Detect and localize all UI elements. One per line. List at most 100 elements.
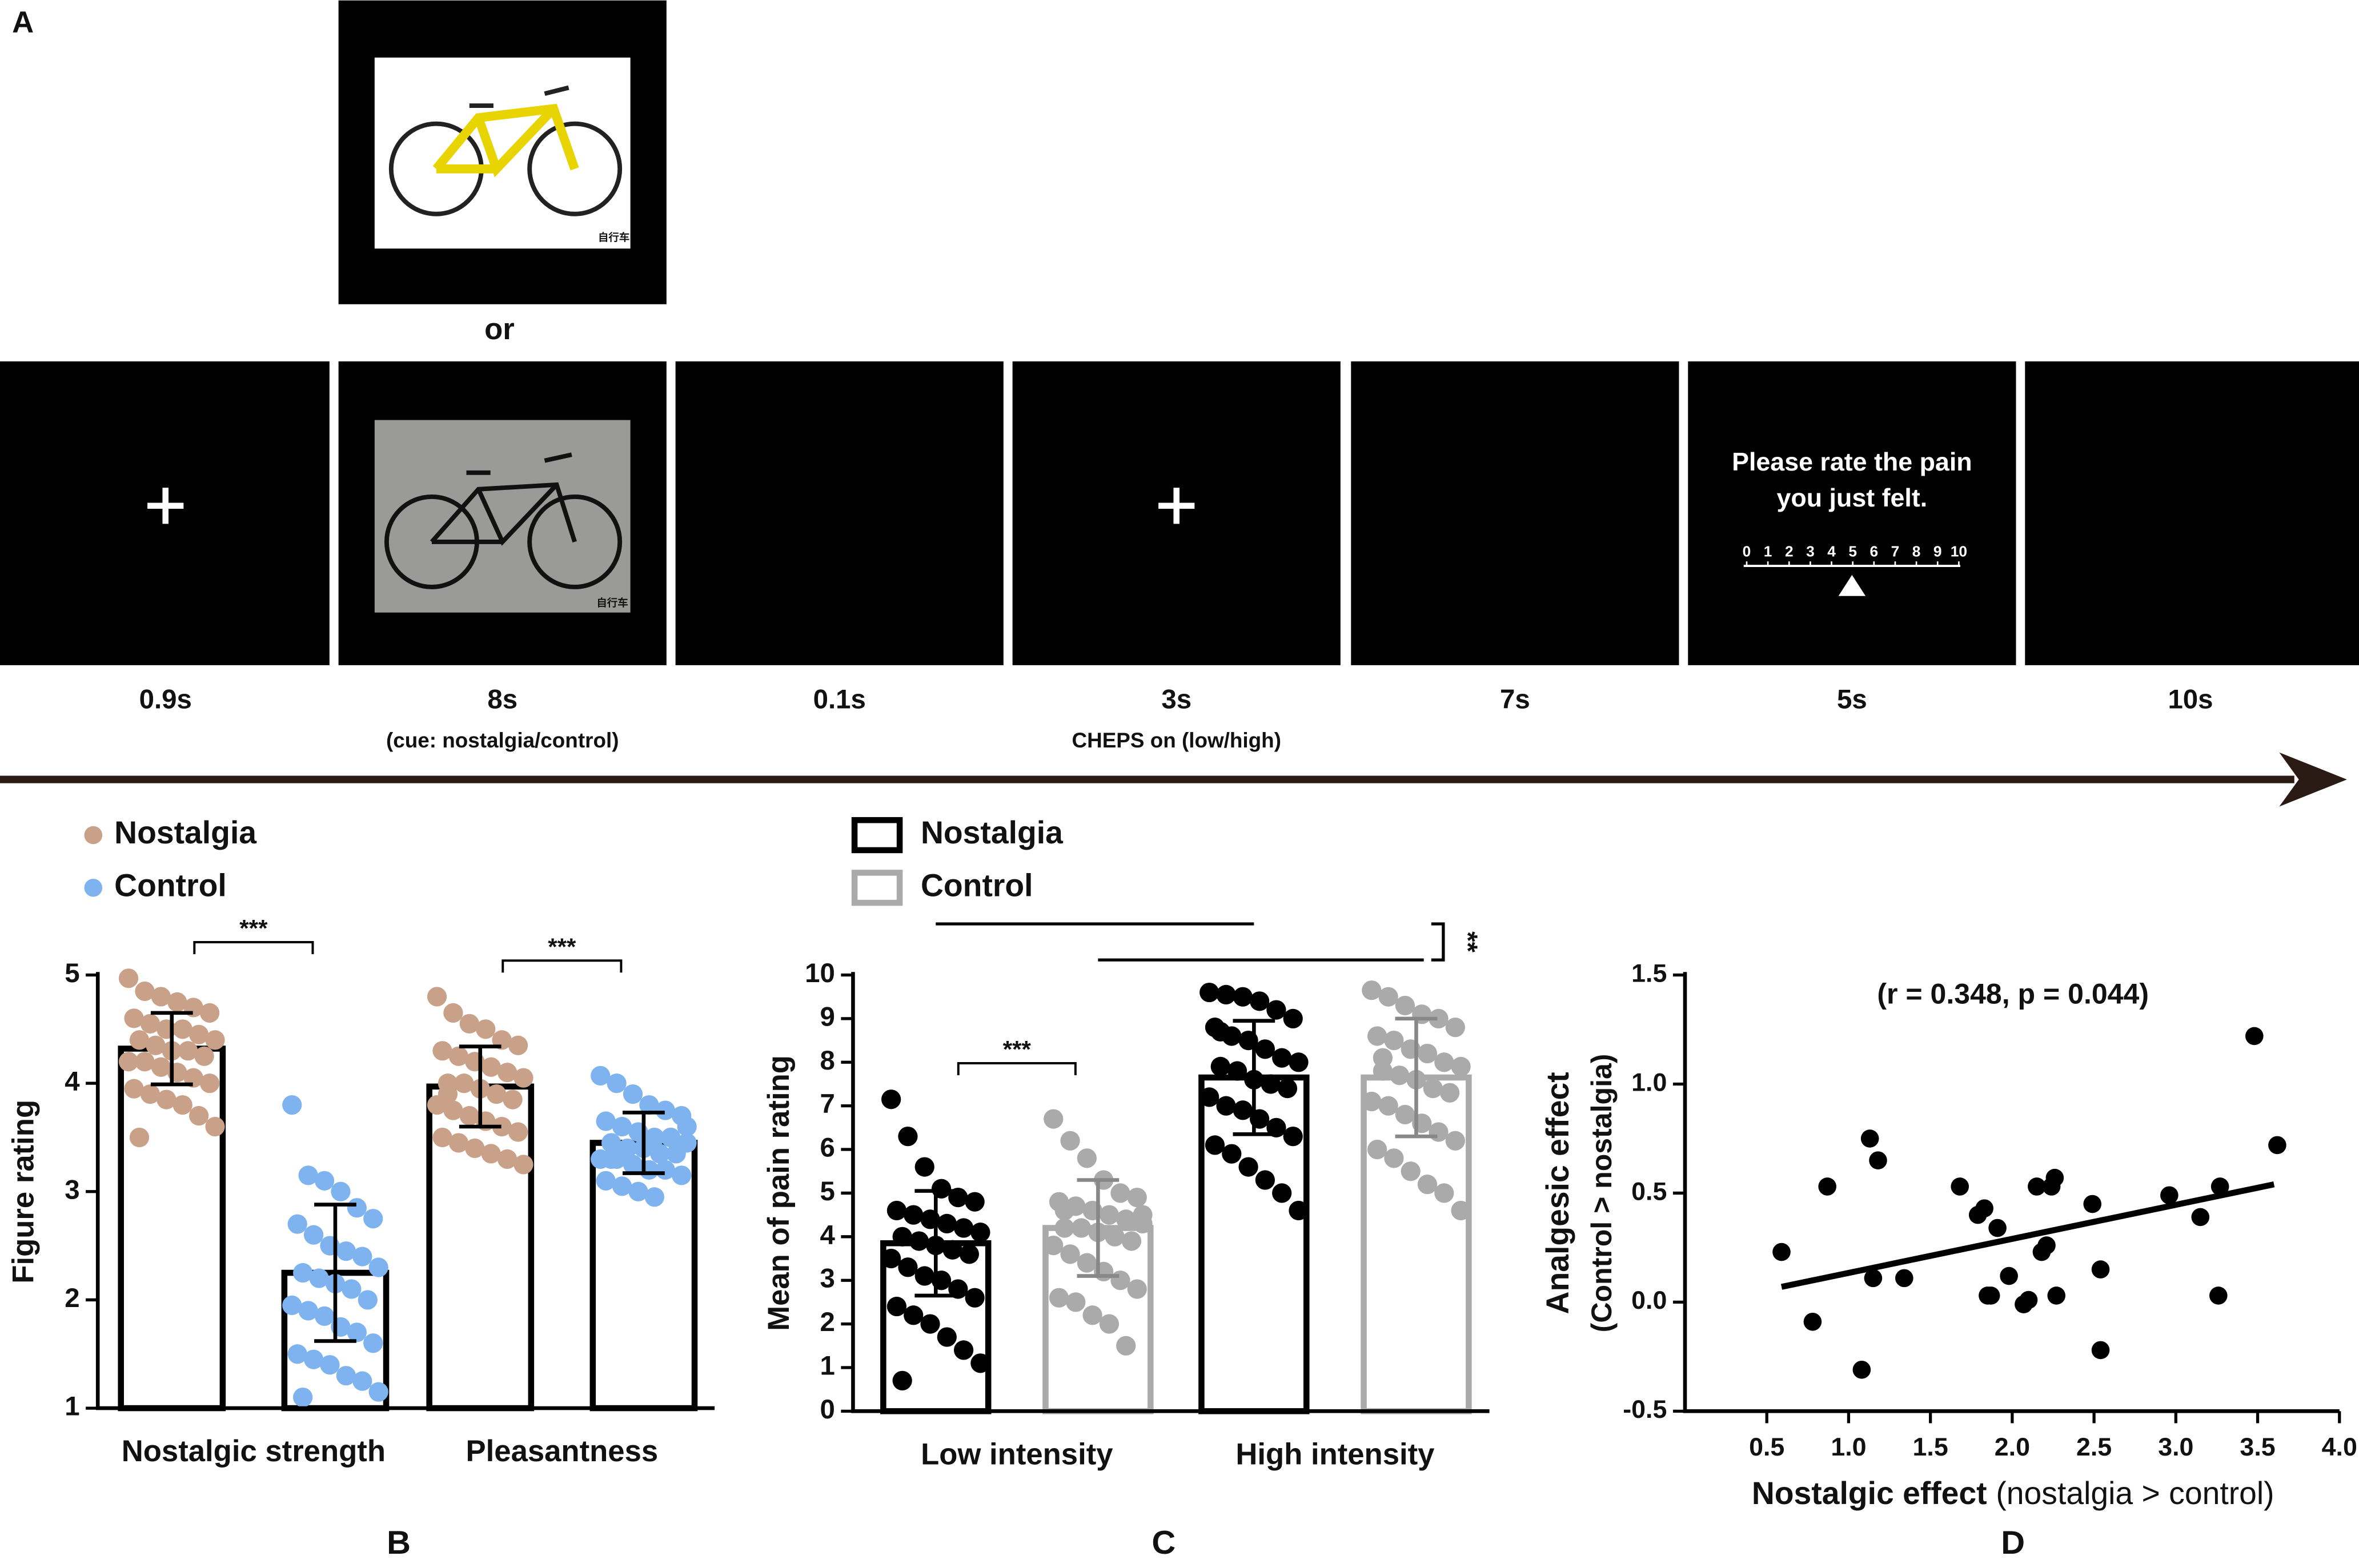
data-point [151, 987, 171, 1007]
data-point [2047, 1286, 2066, 1305]
data-point [1222, 1144, 1242, 1164]
data-point [886, 1296, 907, 1317]
data-point [1116, 1209, 1136, 1229]
data-point [336, 1241, 356, 1261]
y-tick-label: -0.5 [1623, 1395, 1667, 1424]
data-point [1395, 995, 1415, 1016]
bike-photo [374, 420, 631, 613]
significance-bracket [957, 1062, 1077, 1076]
data-point [1110, 1183, 1130, 1203]
data-point [892, 1227, 912, 1247]
data-point [1054, 1218, 1074, 1238]
scale-number: 10 [1951, 542, 1967, 560]
duration: 8s [487, 685, 517, 715]
data-point [443, 1003, 463, 1023]
data-point [677, 1116, 697, 1137]
data-point [1417, 1043, 1438, 1064]
data-point [1127, 1279, 1147, 1299]
error-bar [1077, 1178, 1120, 1278]
data-point [1210, 1056, 1230, 1077]
data-point [2019, 1290, 2038, 1309]
data-point [644, 1187, 664, 1207]
scale-pointer [1838, 574, 1866, 596]
x-axis-note: (nostalgia > control) [1996, 1475, 2274, 1510]
data-point [459, 1014, 479, 1034]
data-point [118, 1052, 139, 1072]
data-point [596, 1111, 616, 1131]
legend-label: Nostalgia [114, 815, 257, 850]
y-tick-label: 1.5 [1631, 959, 1667, 987]
error-bar [1395, 1016, 1438, 1139]
data-point [508, 1035, 528, 1055]
data-point [2245, 1027, 2264, 1046]
data-point [1066, 1292, 1086, 1312]
prompt: you just felt. [1777, 484, 1928, 512]
data-point [2037, 1236, 2056, 1255]
data-point [129, 1030, 150, 1050]
scale-number: 0 [1743, 542, 1751, 560]
arrow-head [2279, 752, 2347, 807]
data-point [432, 1041, 452, 1061]
data-point [2268, 1136, 2286, 1155]
data-point [1044, 1235, 1064, 1256]
data-point [503, 1089, 523, 1109]
y-axis-label: Mean of pain rating [762, 1055, 796, 1331]
data-point [1266, 1000, 1286, 1020]
data-point [1445, 1131, 1465, 1151]
data-point [672, 1165, 692, 1185]
data-point [347, 1322, 367, 1342]
data-point [368, 1257, 388, 1277]
error-bar [1233, 1019, 1275, 1136]
data-point [465, 1138, 485, 1159]
data-point [151, 1057, 171, 1077]
legend-marker [84, 826, 103, 845]
x-tick-label: Nostalgic strength [122, 1434, 386, 1468]
data-point [1860, 1129, 1879, 1148]
y-tick-label: 0.5 [1631, 1177, 1667, 1205]
data-point [1373, 1048, 1393, 1068]
data-point [886, 1200, 907, 1221]
data-point [1803, 1312, 1822, 1331]
data-point [1434, 1052, 1454, 1072]
data-point [965, 1192, 985, 1212]
significance-bracket [193, 941, 314, 955]
data-point [1133, 1205, 1153, 1225]
y-tick-label: 5 [820, 1176, 835, 1207]
scale-number: 5 [1848, 542, 1857, 560]
data-point [661, 1127, 681, 1148]
data-point [1127, 1187, 1147, 1208]
duration: 7s [1500, 685, 1530, 715]
y-tick-label: 3 [820, 1264, 835, 1294]
data-point [1451, 1200, 1471, 1221]
data-point [303, 1349, 324, 1369]
data-point [639, 1095, 659, 1115]
data-point [293, 1263, 313, 1283]
data-point [1852, 1360, 1871, 1379]
data-point [607, 1074, 627, 1093]
significance-label: *** [548, 933, 576, 960]
data-point [1272, 1048, 1292, 1068]
data-point [352, 1371, 372, 1391]
data-point [124, 1079, 144, 1099]
legend-marker [851, 817, 903, 854]
data-point [336, 1366, 356, 1386]
data-point [1121, 1231, 1142, 1251]
data-point [157, 1089, 176, 1109]
data-point [492, 1116, 512, 1137]
data-point [1895, 1269, 1913, 1288]
data-point [342, 1279, 362, 1299]
legend-marker [84, 878, 103, 897]
data-point [298, 1301, 318, 1321]
data-point [601, 1133, 621, 1153]
data-point [178, 1041, 198, 1061]
y-axis-label: Figure rating [7, 1100, 41, 1284]
data-point [1362, 1091, 1382, 1112]
data-point [1289, 1200, 1309, 1221]
data-point [2028, 1177, 2046, 1196]
bike-icon [384, 452, 623, 589]
data-point [1060, 1131, 1080, 1151]
legend-label: Nostalgia [921, 815, 1064, 850]
x-tick-label: 4.0 [2322, 1433, 2357, 1461]
data-point [666, 1144, 686, 1164]
data-point [1054, 1200, 1074, 1221]
